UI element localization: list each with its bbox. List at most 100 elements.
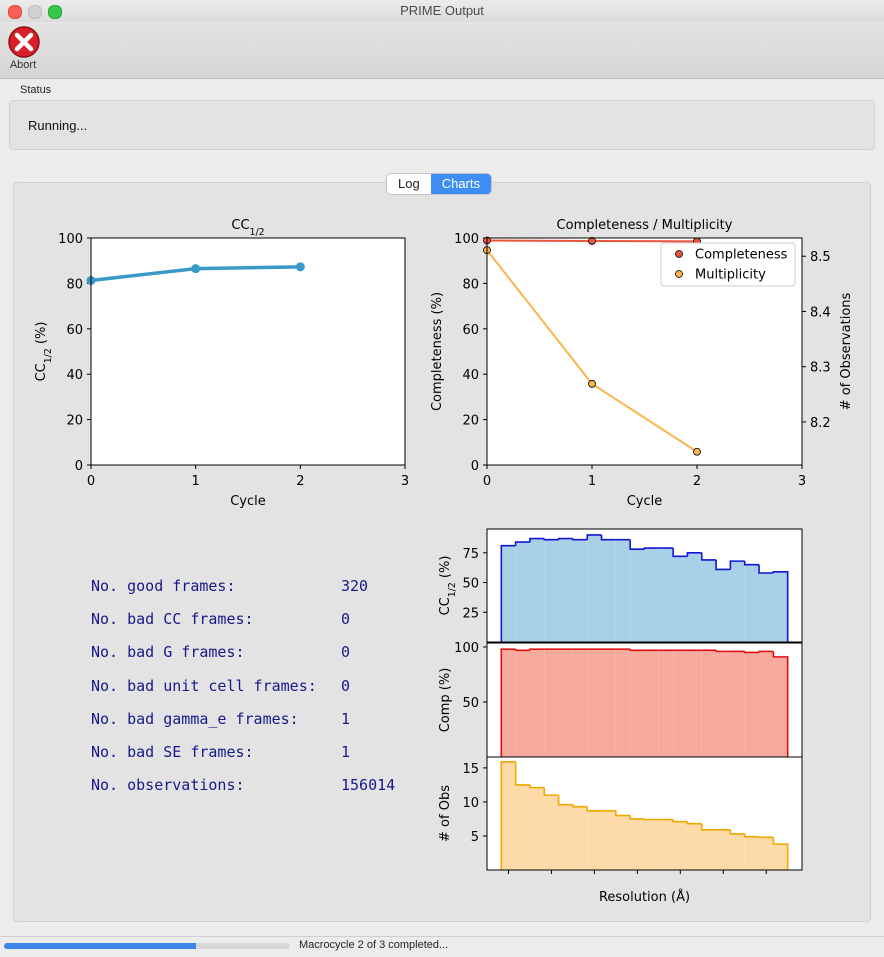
- stat-label: No. bad G frames:: [91, 643, 245, 662]
- histogram-step: [615, 810, 631, 817]
- legend-label: Multiplicity: [695, 268, 766, 283]
- y-axis-label-part: 1/2: [43, 348, 54, 363]
- y-tick-label: 20: [66, 414, 83, 429]
- histogram-bar: [716, 651, 731, 757]
- chart-title: CC1/2: [231, 218, 264, 238]
- histogram-bar: [615, 815, 631, 870]
- x-axis-label: Cycle: [627, 494, 663, 509]
- stat-value: 0: [341, 610, 351, 629]
- histogram-bar: [716, 829, 731, 870]
- plot-frame: [90, 237, 406, 466]
- x-tick-label: 1: [588, 474, 596, 489]
- histogram-bar: [730, 651, 745, 757]
- stat-label: No. good frames:: [91, 577, 236, 595]
- histogram-bar: [544, 649, 559, 757]
- stat-label: No. bad unit cell frames:: [91, 676, 317, 695]
- histogram-bar: [558, 538, 573, 642]
- histogram-step: [629, 649, 645, 652]
- histogram-step: [643, 818, 659, 821]
- histogram-step: [529, 784, 545, 789]
- y-tick-label: 5: [471, 830, 479, 845]
- histogram-step: [700, 823, 717, 831]
- histogram-step: [772, 571, 789, 642]
- histogram-bar: [501, 649, 516, 757]
- zoom-button[interactable]: [48, 5, 62, 19]
- tab[interactable]: Charts: [430, 174, 491, 194]
- histogram-bar: [701, 650, 717, 757]
- histogram-bar: [658, 819, 674, 870]
- abort-label[interactable]: Abort: [9, 59, 37, 71]
- window-title: PRIME Output: [400, 3, 484, 18]
- histogram-step: [758, 650, 774, 653]
- histogram-step: [758, 564, 774, 574]
- x-tick-label: 2: [296, 474, 304, 489]
- minimize-button[interactable]: [28, 5, 42, 19]
- stat-label: No. observations:: [91, 776, 245, 795]
- legend-marker: [675, 250, 683, 258]
- histogram-bar: [544, 795, 559, 870]
- y-tick-label: 75: [462, 547, 479, 562]
- y-tick-label: 50: [462, 577, 479, 592]
- chart-title: Completeness / Multiplicity: [557, 218, 733, 233]
- y-tick-label: 15: [462, 762, 479, 777]
- histogram-step: [758, 836, 774, 839]
- histogram-step: [514, 649, 530, 652]
- stat-label: No. bad gamma_e frames:: [91, 709, 299, 728]
- histogram-bar: [615, 649, 631, 757]
- histogram-bar: [501, 545, 516, 642]
- progress-fill: [4, 943, 196, 949]
- plot-frame: [486, 528, 803, 643]
- histogram-bar: [615, 539, 631, 642]
- x-axis-label: Resolution (Å): [599, 889, 690, 905]
- x-tick-label: 3: [798, 474, 806, 489]
- y-axis-label-part: (%): [438, 556, 453, 583]
- histogram-step: [743, 561, 760, 566]
- histogram-bar: [572, 539, 588, 642]
- histogram-step: [586, 806, 602, 812]
- histogram-bar: [744, 836, 760, 870]
- histogram-bar: [759, 837, 774, 870]
- histogram-bar: [673, 650, 688, 757]
- histogram-step: [686, 821, 702, 825]
- histogram-bar: [544, 539, 559, 642]
- histogram-step: [772, 837, 789, 870]
- histogram-step: [500, 648, 516, 757]
- histogram-step: [529, 648, 545, 651]
- y2-tick-label: 8.4: [810, 305, 831, 320]
- tab[interactable]: Log: [398, 176, 420, 191]
- histogram-bar: [529, 538, 545, 642]
- histogram-step: [572, 804, 588, 808]
- histogram-bar: [515, 784, 530, 870]
- close-button[interactable]: [8, 5, 22, 19]
- y2-tick-label: 8.3: [810, 361, 831, 376]
- histogram-step: [529, 537, 545, 543]
- histogram-bar: [730, 833, 745, 870]
- plot-frame: [486, 237, 803, 466]
- histogram-bar: [587, 649, 602, 757]
- legend-box: [660, 242, 796, 287]
- y-axis-label: Comp (%): [438, 668, 453, 733]
- abort-icon[interactable]: [7, 25, 41, 59]
- y-tick-label: 100: [58, 232, 83, 247]
- y-tick-label: 0: [471, 459, 479, 474]
- histogram-bar: [630, 650, 645, 757]
- histogram-step: [514, 541, 530, 546]
- toolbar: Abort: [0, 22, 884, 79]
- histogram-bar: [716, 569, 731, 642]
- stat-label: No. bad SE frames:: [91, 743, 254, 761]
- stat-value: 0: [341, 676, 351, 695]
- histogram-step: [500, 760, 516, 870]
- histogram-bar: [572, 806, 588, 870]
- data-point: [588, 379, 596, 388]
- y-axis-label-part: CC: [34, 363, 49, 381]
- histogram-bar: [601, 810, 616, 870]
- histogram-bar: [572, 649, 588, 757]
- histogram-bar: [687, 650, 702, 757]
- histogram-step: [557, 795, 573, 806]
- stat-value: 1: [341, 743, 351, 761]
- histogram-bar: [673, 821, 688, 870]
- y-tick-label: 10: [462, 796, 479, 811]
- histogram-bar: [773, 571, 788, 642]
- histogram-bar: [658, 548, 674, 642]
- status-bar: [0, 936, 884, 957]
